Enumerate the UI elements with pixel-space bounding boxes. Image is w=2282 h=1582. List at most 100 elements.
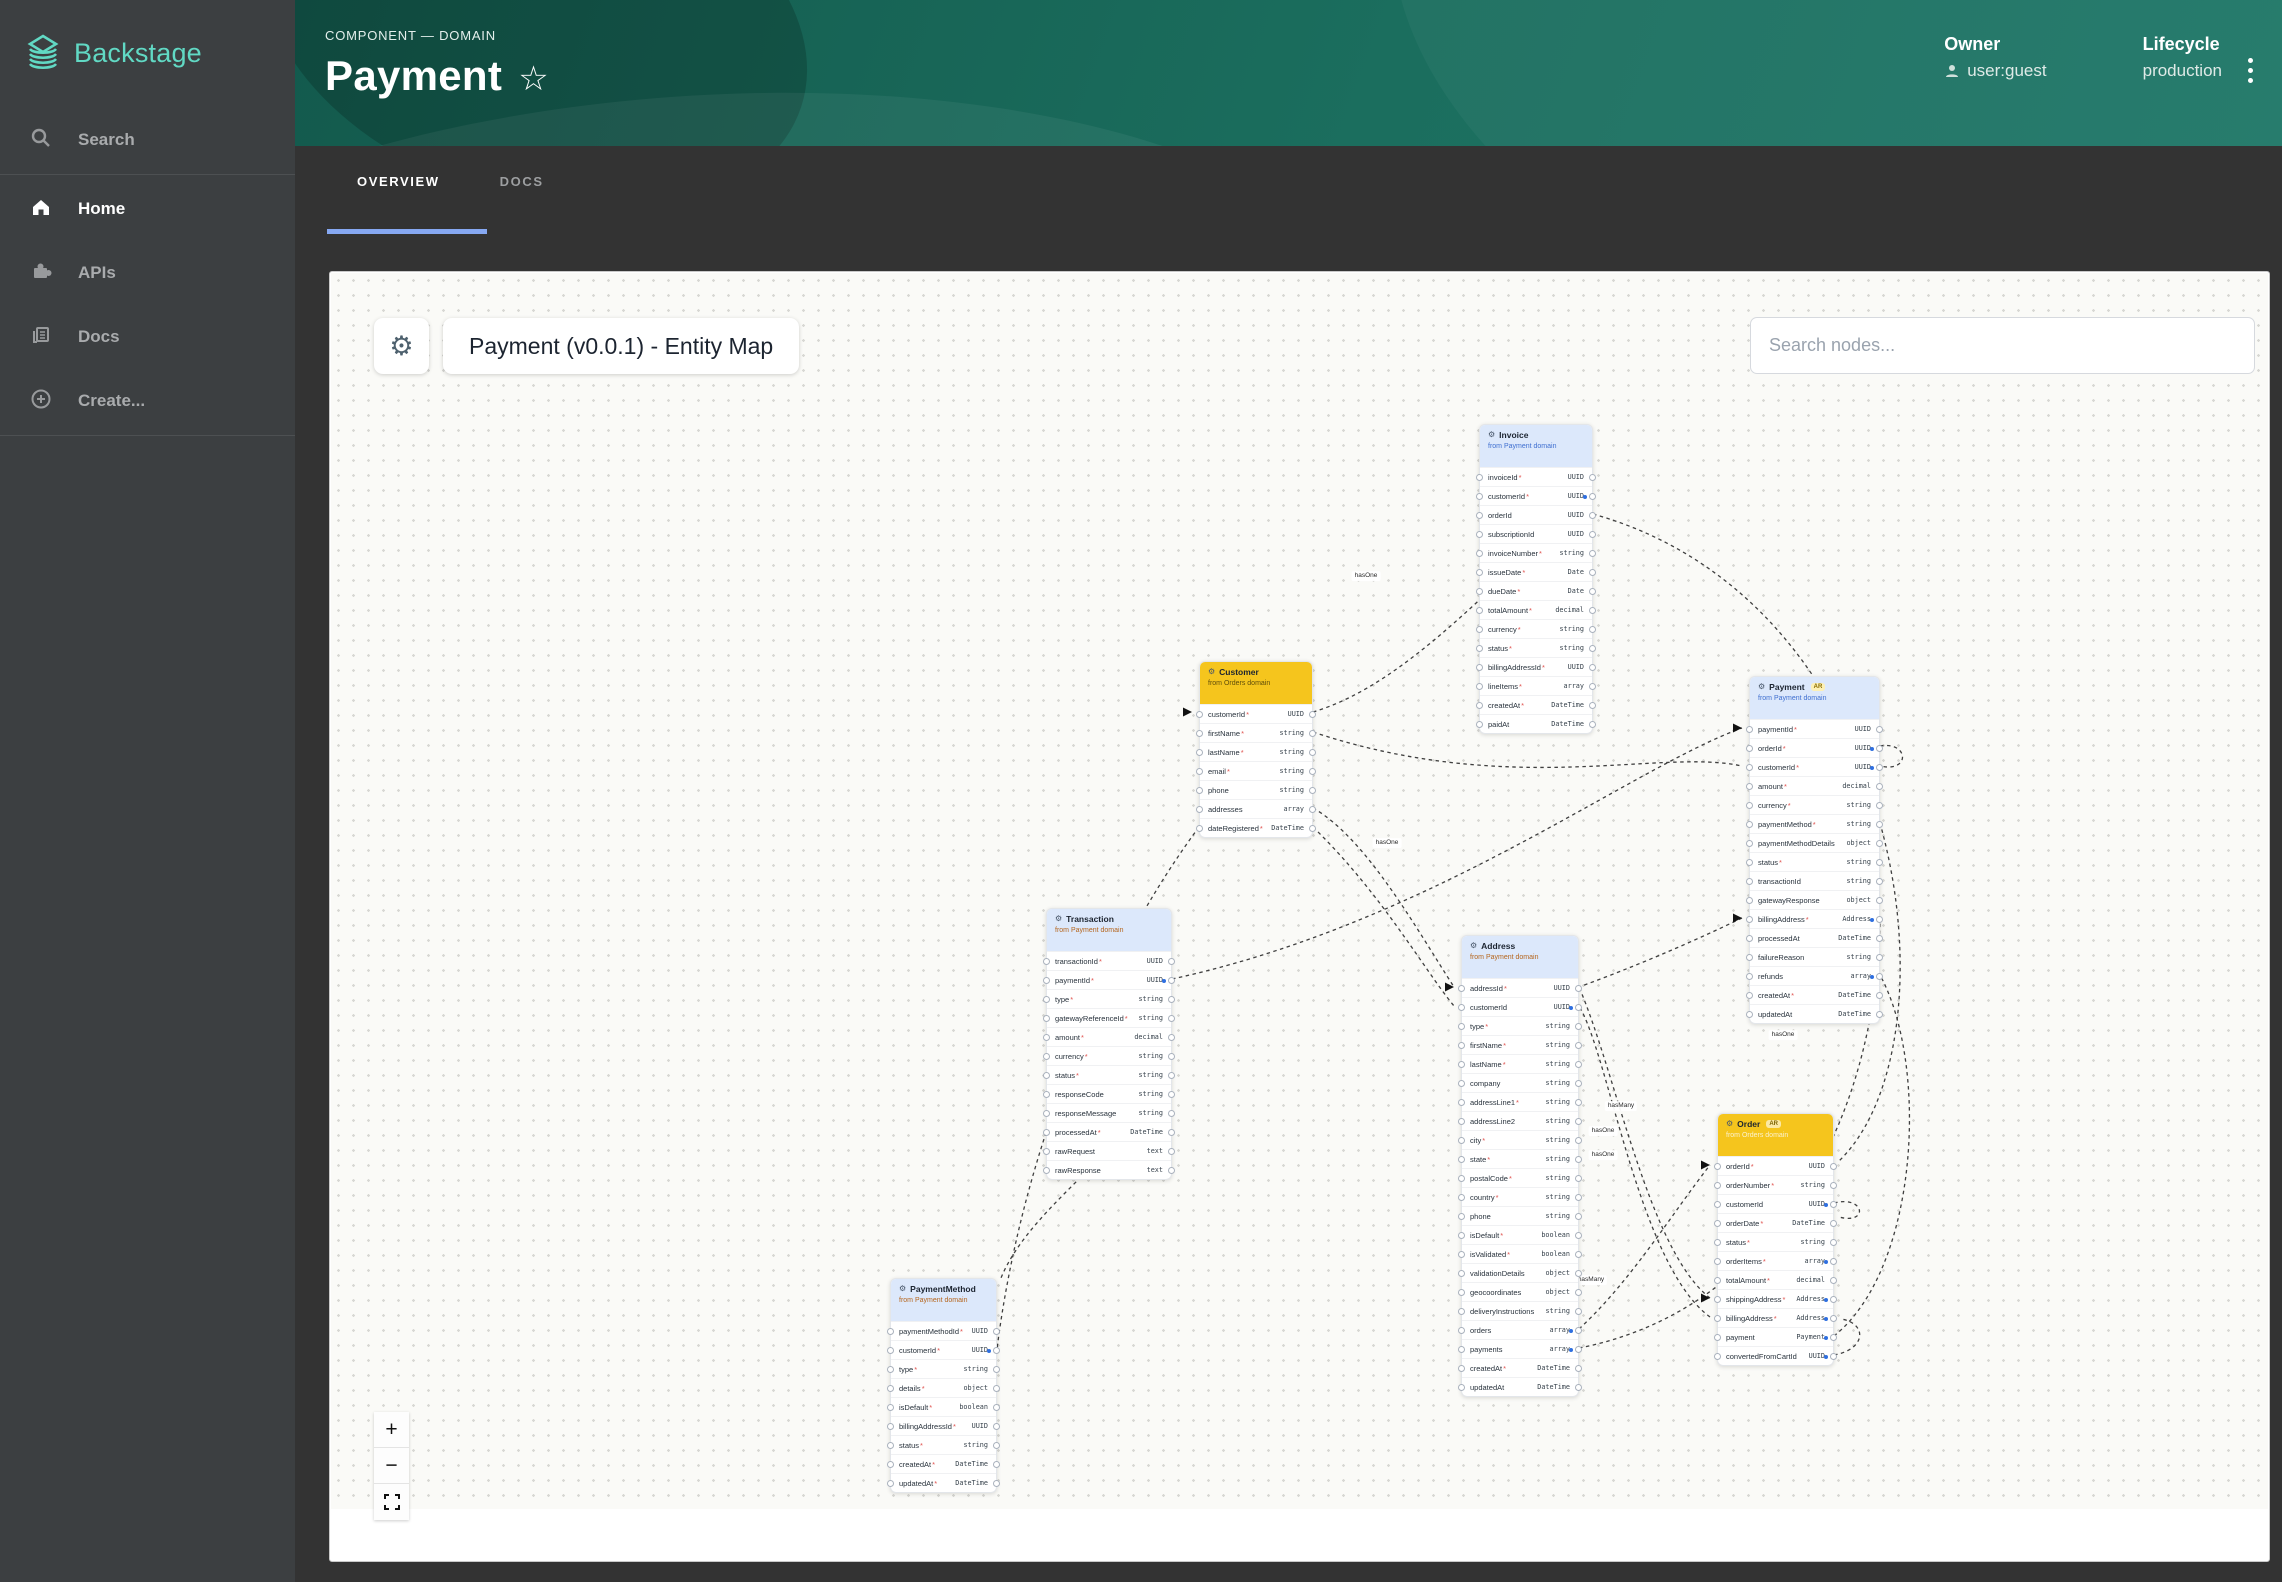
sidebar-item-create[interactable]: Create...	[0, 369, 295, 433]
left-handle[interactable]	[1458, 1327, 1465, 1334]
left-handle[interactable]	[1746, 859, 1753, 866]
right-handle[interactable]	[1168, 1129, 1175, 1136]
left-handle[interactable]	[1043, 1034, 1050, 1041]
right-handle[interactable]	[1575, 1118, 1582, 1125]
right-handle[interactable]	[1309, 806, 1316, 813]
right-handle[interactable]	[993, 1480, 1000, 1487]
right-handle[interactable]	[1168, 1053, 1175, 1060]
entity-node-order[interactable]: ⚙ Order AR from Orders domain orderId* UUID or…	[1714, 1113, 1837, 1366]
right-handle[interactable]	[1876, 745, 1883, 752]
entity-node-transaction[interactable]: ⚙ Transaction from Payment domain transacti…	[1043, 908, 1175, 1180]
left-handle[interactable]	[1196, 768, 1203, 775]
left-handle[interactable]	[1746, 802, 1753, 809]
left-handle[interactable]	[1476, 607, 1483, 614]
right-handle[interactable]	[1168, 977, 1175, 984]
left-handle[interactable]	[1043, 1167, 1050, 1174]
entity-node-payment[interactable]: ⚙ Payment AR from Payment domain paymentId* U…	[1746, 676, 1883, 1024]
left-handle[interactable]	[1746, 745, 1753, 752]
left-handle[interactable]	[1714, 1182, 1721, 1189]
diagram-settings-gear-icon[interactable]: ⚙	[374, 318, 429, 374]
left-handle[interactable]	[1476, 626, 1483, 633]
left-handle[interactable]	[1458, 1156, 1465, 1163]
right-handle[interactable]	[1830, 1315, 1837, 1322]
right-handle[interactable]	[1589, 645, 1596, 652]
right-handle[interactable]	[1876, 802, 1883, 809]
right-handle[interactable]	[1575, 1384, 1582, 1391]
right-handle[interactable]	[1589, 569, 1596, 576]
right-handle[interactable]	[1575, 1346, 1582, 1353]
right-handle[interactable]	[1575, 1365, 1582, 1372]
left-handle[interactable]	[1746, 954, 1753, 961]
sidebar-item-apis[interactable]: APIs	[0, 241, 295, 305]
right-handle[interactable]	[1575, 1023, 1582, 1030]
left-handle[interactable]	[887, 1366, 894, 1373]
right-handle[interactable]	[1168, 1091, 1175, 1098]
right-handle[interactable]	[993, 1385, 1000, 1392]
right-handle[interactable]	[1876, 992, 1883, 999]
left-handle[interactable]	[1196, 711, 1203, 718]
left-handle[interactable]	[1714, 1353, 1721, 1360]
left-handle[interactable]	[887, 1347, 894, 1354]
left-handle[interactable]	[1476, 569, 1483, 576]
right-handle[interactable]	[1168, 1034, 1175, 1041]
left-handle[interactable]	[1458, 1365, 1465, 1372]
left-handle[interactable]	[1458, 1346, 1465, 1353]
right-handle[interactable]	[1830, 1182, 1837, 1189]
left-handle[interactable]	[1476, 474, 1483, 481]
left-handle[interactable]	[1458, 1023, 1465, 1030]
right-handle[interactable]	[1589, 607, 1596, 614]
right-handle[interactable]	[1575, 1156, 1582, 1163]
right-handle[interactable]	[1309, 711, 1316, 718]
left-handle[interactable]	[1043, 1072, 1050, 1079]
right-handle[interactable]	[1309, 768, 1316, 775]
left-handle[interactable]	[887, 1423, 894, 1430]
left-handle[interactable]	[1458, 1042, 1465, 1049]
right-handle[interactable]	[1876, 878, 1883, 885]
zoom-in-button[interactable]: +	[374, 1412, 409, 1448]
right-handle[interactable]	[1830, 1239, 1837, 1246]
left-handle[interactable]	[887, 1442, 894, 1449]
right-handle[interactable]	[1830, 1296, 1837, 1303]
right-handle[interactable]	[1876, 935, 1883, 942]
left-handle[interactable]	[1714, 1334, 1721, 1341]
left-handle[interactable]	[1196, 787, 1203, 794]
right-handle[interactable]	[1575, 1251, 1582, 1258]
left-handle[interactable]	[1476, 721, 1483, 728]
right-handle[interactable]	[1168, 1072, 1175, 1079]
right-handle[interactable]	[1876, 897, 1883, 904]
left-handle[interactable]	[1746, 783, 1753, 790]
left-handle[interactable]	[1458, 1061, 1465, 1068]
backstage-logo[interactable]: Backstage	[0, 0, 295, 72]
tab-overview[interactable]: OVERVIEW	[357, 174, 440, 189]
right-handle[interactable]	[1575, 1289, 1582, 1296]
right-handle[interactable]	[1575, 1099, 1582, 1106]
right-handle[interactable]	[1830, 1277, 1837, 1284]
left-handle[interactable]	[1746, 935, 1753, 942]
left-handle[interactable]	[1458, 1289, 1465, 1296]
left-handle[interactable]	[1043, 1091, 1050, 1098]
right-handle[interactable]	[1168, 1167, 1175, 1174]
left-handle[interactable]	[1714, 1296, 1721, 1303]
right-handle[interactable]	[1168, 958, 1175, 965]
owner-value[interactable]: user:guest	[1967, 61, 2047, 80]
right-handle[interactable]	[1830, 1334, 1837, 1341]
left-handle[interactable]	[887, 1404, 894, 1411]
left-handle[interactable]	[1746, 821, 1753, 828]
left-handle[interactable]	[1714, 1315, 1721, 1322]
left-handle[interactable]	[1476, 664, 1483, 671]
left-handle[interactable]	[1746, 878, 1753, 885]
right-handle[interactable]	[1876, 764, 1883, 771]
entity-node-invoice[interactable]: ⚙ Invoice from Payment domain invoiceId* UUI…	[1476, 424, 1596, 734]
left-handle[interactable]	[887, 1461, 894, 1468]
left-handle[interactable]	[1458, 1175, 1465, 1182]
entity-node-address[interactable]: ⚙ Address from Payment domain addressId* UUI…	[1458, 935, 1582, 1397]
left-handle[interactable]	[1458, 1194, 1465, 1201]
right-handle[interactable]	[993, 1423, 1000, 1430]
left-handle[interactable]	[1476, 588, 1483, 595]
left-handle[interactable]	[1476, 702, 1483, 709]
right-handle[interactable]	[1876, 840, 1883, 847]
left-handle[interactable]	[1458, 1137, 1465, 1144]
right-handle[interactable]	[1309, 787, 1316, 794]
left-handle[interactable]	[1043, 1148, 1050, 1155]
left-handle[interactable]	[1476, 550, 1483, 557]
